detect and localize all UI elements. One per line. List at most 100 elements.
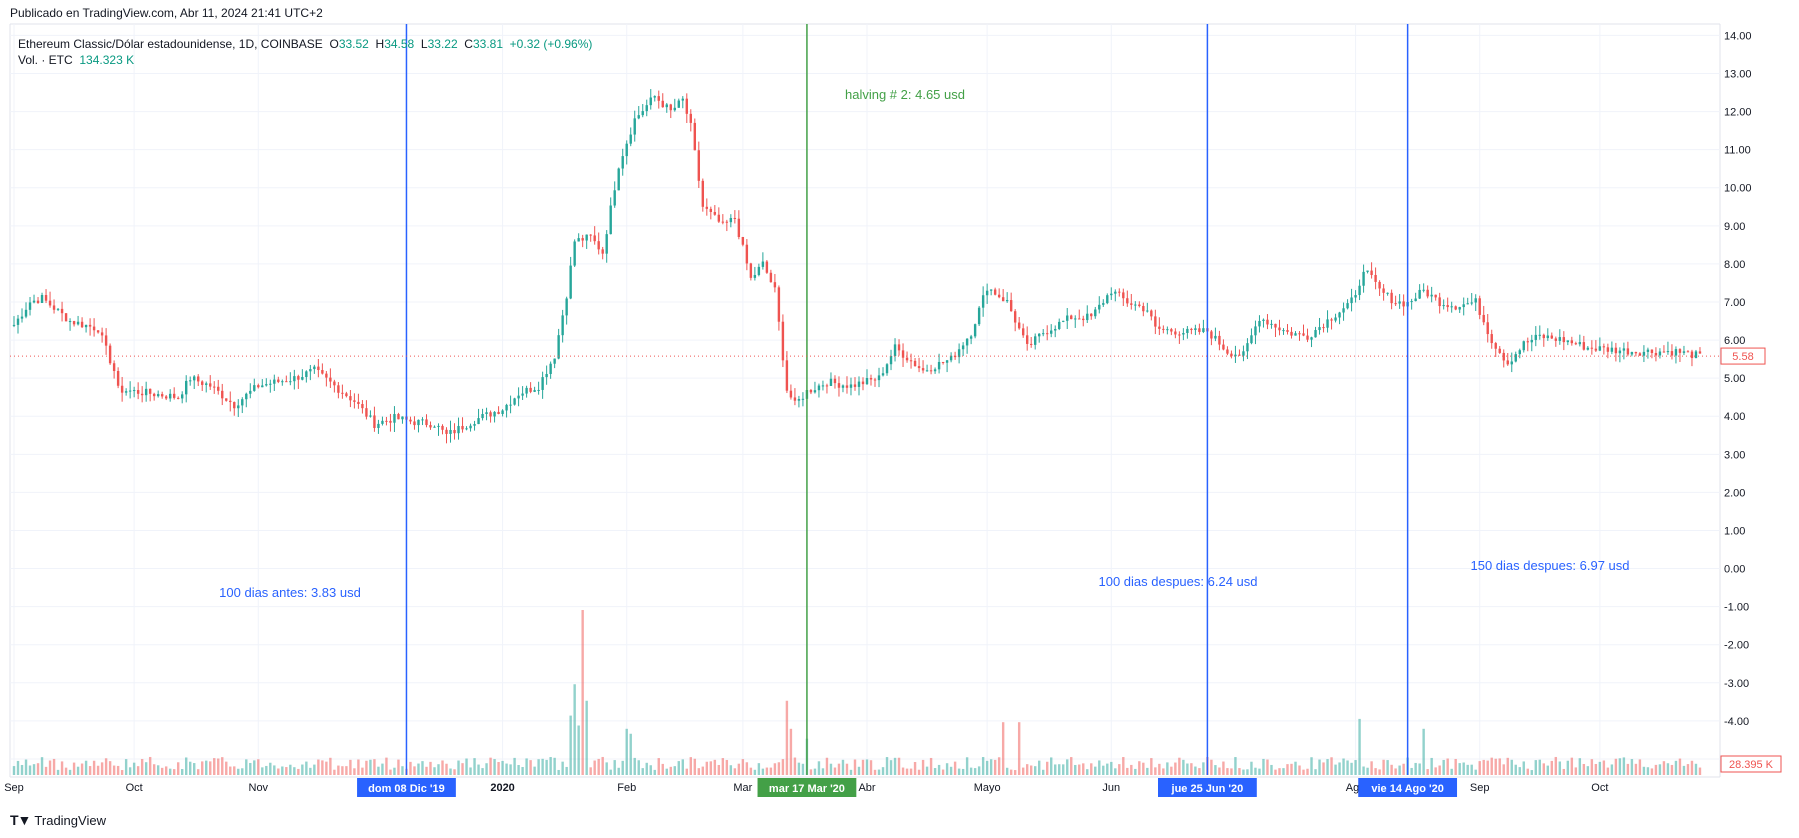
candle-body: [88, 324, 92, 327]
candle-body: [1434, 294, 1437, 298]
candle-body: [100, 332, 104, 336]
volume-bar: [529, 760, 532, 775]
volume-bar: [969, 767, 973, 775]
tradingview-logo[interactable]: T▼ TradingView: [10, 812, 106, 828]
candle-body: [625, 143, 628, 157]
candle-body: [1086, 313, 1089, 321]
candle-body: [797, 399, 801, 401]
candle-body: [132, 390, 136, 392]
volume-bar: [585, 700, 588, 775]
y-tick-label: 14.00: [1724, 30, 1752, 42]
volume-bar: [309, 767, 312, 775]
volume-bar: [745, 762, 749, 775]
volume-bar: [1134, 768, 1137, 775]
candle-body: [425, 419, 428, 426]
volume-bar: [661, 763, 664, 775]
volume-bar: [1514, 764, 1517, 775]
volume-bar: [329, 757, 332, 775]
volume-bar: [1258, 768, 1261, 775]
candle-body: [273, 379, 276, 384]
candle-body: [709, 208, 713, 212]
x-tick-label: 2020: [490, 782, 514, 794]
candle-body: [329, 377, 332, 382]
volume-bar: [621, 760, 624, 775]
y-tick-label: 7.00: [1724, 297, 1745, 309]
volume-bar: [1158, 763, 1161, 775]
candle-body: [1562, 337, 1566, 343]
y-tick-label: 0.00: [1724, 564, 1745, 576]
volume-bar: [393, 767, 396, 775]
volume-bar: [457, 760, 460, 775]
candle-body: [821, 385, 825, 387]
volume-bar: [437, 764, 440, 775]
candle-body: [60, 308, 64, 314]
volume-bar: [241, 768, 244, 775]
candle-body: [20, 316, 24, 319]
candle-body: [1274, 323, 1277, 328]
y-tick-label: -1.00: [1724, 602, 1749, 614]
candle-body: [1170, 329, 1173, 332]
candle-body: [513, 398, 516, 405]
volume-bar: [1562, 768, 1566, 775]
volume-bar: [189, 761, 192, 775]
candle-body: [609, 205, 612, 235]
candle-body: [285, 381, 288, 383]
candle-body: [76, 321, 80, 325]
volume-bar: [152, 764, 156, 775]
candle-body: [349, 396, 352, 401]
candle-body: [1622, 348, 1626, 351]
volume-bar: [209, 761, 212, 775]
candle-body: [469, 425, 472, 429]
volume-bar: [72, 762, 76, 775]
candle-body: [1005, 300, 1009, 302]
volume-bar: [901, 767, 905, 775]
volume-bar: [509, 764, 512, 775]
candle-body: [1046, 333, 1049, 335]
candle-body: [713, 211, 717, 215]
candle-body: [1294, 333, 1297, 336]
candle-body: [1570, 340, 1574, 344]
candle-body: [629, 134, 632, 144]
candle-body: [841, 385, 845, 388]
candle-body: [705, 206, 709, 209]
volume-bar: [1009, 769, 1013, 775]
candle-body: [785, 360, 789, 391]
volume-bar: [257, 759, 260, 775]
candle-body: [717, 214, 721, 222]
volume-bar: [1314, 769, 1317, 775]
volume-bar: [84, 760, 88, 775]
volume-bar: [92, 760, 96, 775]
candle-body: [253, 385, 256, 391]
volume-bar: [148, 756, 152, 775]
volume-bar: [1546, 765, 1549, 775]
candle-body: [793, 397, 797, 401]
candle-body: [433, 426, 436, 428]
candle-body: [1178, 334, 1181, 336]
candle-body: [1526, 341, 1529, 343]
volume-bar: [1266, 759, 1269, 775]
candle-body: [541, 377, 544, 390]
candle-body: [853, 384, 857, 387]
volume-bar: [289, 764, 292, 775]
x-tick-label: Sep: [4, 782, 24, 794]
candle-body: [481, 414, 484, 419]
candle-body: [1098, 304, 1101, 310]
candle-body: [369, 415, 372, 417]
candle-body: [1238, 354, 1241, 356]
candle-body: [1474, 298, 1477, 303]
volume-bar: [657, 758, 660, 775]
candle-body: [757, 266, 761, 275]
candle-body: [1558, 337, 1562, 341]
candle-body: [461, 425, 464, 430]
volume-bar: [1410, 767, 1413, 775]
candle-body: [569, 265, 572, 299]
candle-body: [265, 384, 268, 386]
marker-date-badge: [757, 778, 857, 797]
volume-bar: [801, 763, 805, 775]
candle-body: [557, 335, 560, 359]
volume-bar: [32, 764, 36, 775]
volume-bar: [265, 765, 268, 775]
volume-bar: [689, 757, 692, 775]
candle-body: [781, 321, 785, 361]
